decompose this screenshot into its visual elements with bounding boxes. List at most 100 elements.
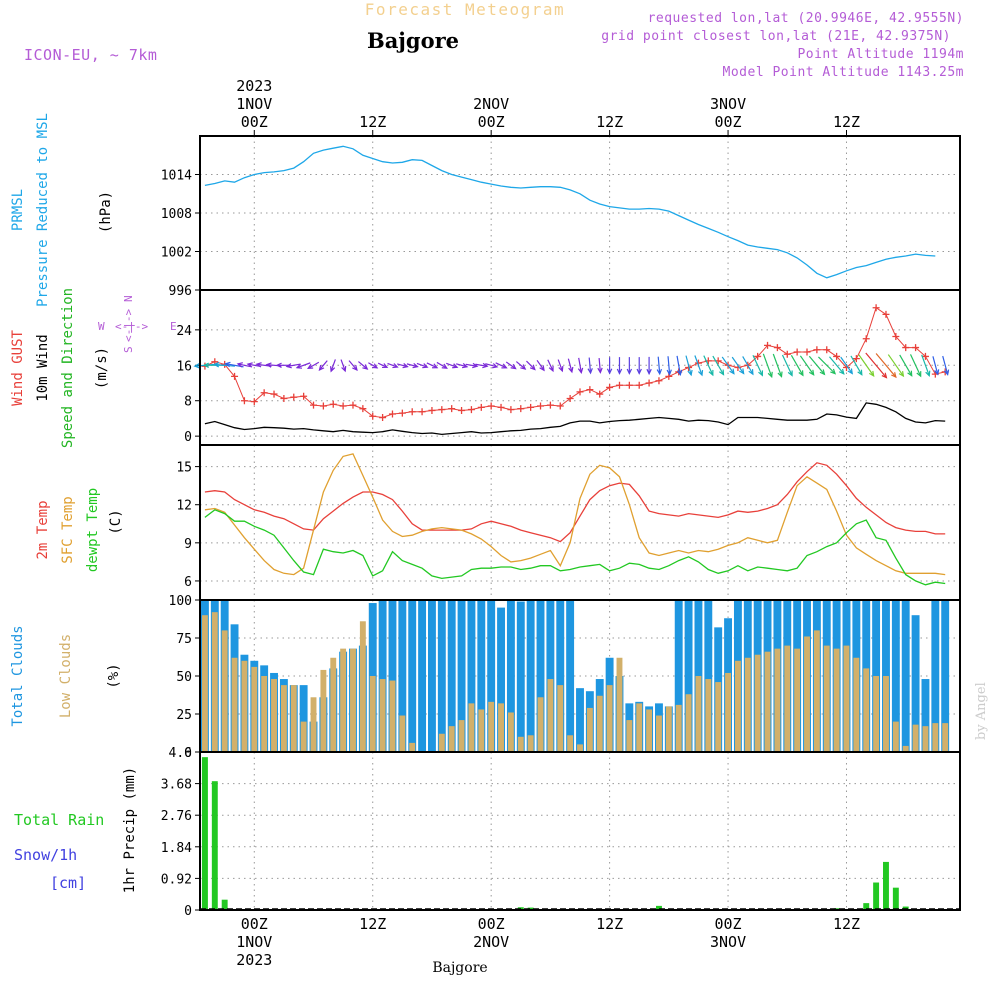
gust-marker bbox=[537, 402, 545, 410]
gust-marker bbox=[852, 355, 860, 363]
total-cloud-bar bbox=[941, 600, 950, 752]
gust-marker bbox=[310, 401, 318, 409]
watermark: by Angel bbox=[974, 682, 989, 740]
low-cloud-bar bbox=[774, 648, 781, 752]
low-cloud-bar bbox=[211, 612, 218, 752]
time-label-bottom: 1NOV bbox=[236, 933, 272, 951]
total-cloud-bar bbox=[378, 600, 387, 752]
temp2m-line bbox=[204, 462, 946, 543]
gust-marker bbox=[349, 401, 357, 409]
wind-arrow-head bbox=[432, 363, 439, 369]
wind-arrow-head bbox=[529, 364, 536, 371]
gust-marker bbox=[921, 352, 929, 360]
wind-arrow-head bbox=[236, 362, 243, 368]
wind-arrow-head bbox=[758, 370, 764, 377]
wind-direction-arrow bbox=[536, 359, 545, 371]
wind-direction-arrow bbox=[731, 356, 745, 374]
panel-pressure: 996 1002 1008 1014 bbox=[161, 136, 960, 299]
wind-arrow-head bbox=[482, 362, 489, 369]
labels-temp: 2m Temp SFC Temp dewpt Temp bbox=[35, 488, 101, 572]
gust-marker bbox=[586, 386, 594, 394]
wind-direction-arrow bbox=[909, 354, 922, 377]
low-cloud-bar bbox=[932, 723, 939, 752]
gust-marker bbox=[635, 381, 643, 389]
wind-direction-arrow bbox=[858, 354, 875, 377]
wind-direction-arrow bbox=[865, 352, 887, 378]
gust-marker bbox=[517, 405, 525, 413]
wind-direction-arrow bbox=[694, 355, 703, 376]
wind-arrow-head bbox=[255, 362, 262, 368]
time-label-bottom: 00Z bbox=[715, 915, 742, 933]
gust-marker bbox=[754, 352, 762, 360]
wind-arrow-head bbox=[868, 370, 875, 377]
total-cloud-bar bbox=[684, 600, 693, 752]
time-label-bottom: 00Z bbox=[478, 915, 505, 933]
gust-marker bbox=[912, 344, 920, 352]
total-cloud-bar bbox=[674, 600, 683, 752]
wind-arrow-head bbox=[738, 368, 745, 375]
total-cloud-bar bbox=[911, 615, 920, 752]
gust-marker bbox=[280, 395, 288, 402]
wind-arrow-head bbox=[330, 366, 336, 373]
wind-direction-arrow bbox=[237, 363, 251, 368]
gust-marker bbox=[773, 344, 781, 352]
ytick-precip: 1.84 bbox=[161, 841, 192, 856]
low-cloud-bar bbox=[606, 685, 613, 752]
wind-arrow-head bbox=[708, 369, 714, 377]
gust-marker bbox=[260, 389, 268, 397]
low-cloud-bar bbox=[744, 657, 751, 752]
panel-label-pressure: PRMSL bbox=[10, 189, 26, 231]
panel-precip: 0 0.92 1.84 2.76 3.68 4.6 bbox=[161, 746, 960, 919]
wind-arrow-head bbox=[916, 371, 922, 378]
gust-marker bbox=[329, 400, 337, 408]
ytick-precip: 4.6 bbox=[169, 746, 192, 761]
time-label-top: 00Z bbox=[241, 113, 268, 131]
ytick-wind: 8 bbox=[184, 395, 192, 410]
wind-arrow-head bbox=[838, 368, 845, 375]
gust-marker bbox=[615, 381, 623, 389]
time-label-bottom: 3NOV bbox=[710, 933, 746, 951]
wind-arrow-head bbox=[597, 367, 603, 374]
wind-arrow-head bbox=[510, 363, 517, 370]
total-cloud-bar bbox=[428, 600, 436, 752]
precip-bar bbox=[863, 903, 870, 910]
low-cloud-bar bbox=[705, 679, 712, 752]
wind-arrow-head bbox=[568, 366, 574, 374]
location-title: Bajgore bbox=[367, 28, 459, 53]
gust-marker bbox=[290, 393, 298, 401]
gust-marker bbox=[833, 352, 841, 360]
low-cloud-bar bbox=[409, 742, 416, 752]
wind-arrow-head bbox=[719, 369, 725, 376]
gust-marker bbox=[487, 402, 495, 410]
wind-direction-arrow bbox=[887, 354, 904, 377]
model-altitude: Model Point Altitude 1143.25m bbox=[723, 65, 964, 80]
wind-arrow-head bbox=[616, 368, 623, 375]
panel-clouds: 0 25 50 75 100 bbox=[169, 594, 960, 761]
gust-marker bbox=[606, 383, 614, 391]
low-cloud-bar bbox=[350, 648, 356, 752]
panel-label-wind: 10m Wind bbox=[35, 334, 51, 401]
wind-direction-arrow bbox=[667, 356, 671, 375]
wind-arrow-head bbox=[729, 368, 735, 375]
total-cloud-bar bbox=[447, 600, 456, 752]
low-cloud-bar bbox=[685, 694, 692, 752]
ytick-precip: 0 bbox=[184, 904, 192, 919]
wind-arrow-head bbox=[352, 365, 358, 372]
wind-direction-arrow bbox=[348, 360, 358, 371]
gust-marker bbox=[319, 402, 327, 410]
low-cloud-bar bbox=[794, 648, 801, 752]
compass-glyph-vertical: <-|-> bbox=[122, 309, 135, 342]
wind-direction-arrow bbox=[475, 363, 488, 367]
wind-arrow-head bbox=[787, 370, 793, 377]
sfc-temp-line bbox=[204, 453, 946, 576]
wind-arrow-head bbox=[626, 368, 633, 375]
precip-bar bbox=[656, 905, 662, 910]
labels-pressure-unit: (hPa) bbox=[98, 191, 114, 233]
wind-direction-arrow bbox=[598, 357, 601, 373]
wind-arrow-head bbox=[830, 368, 837, 375]
low-cloud-bar bbox=[251, 666, 258, 752]
gust-marker bbox=[398, 409, 406, 417]
wind-direction-arrow bbox=[840, 356, 853, 374]
gust-marker bbox=[418, 408, 426, 416]
ytick-wind: 0 bbox=[184, 430, 192, 445]
